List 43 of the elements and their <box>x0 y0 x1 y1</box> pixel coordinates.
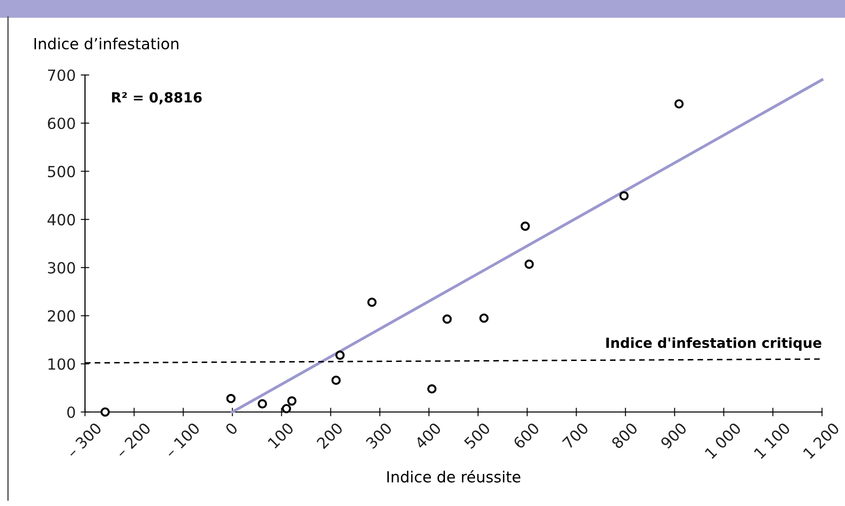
y-tick-label: 100 <box>48 358 75 370</box>
point <box>442 314 452 324</box>
point <box>524 260 534 269</box>
point <box>479 313 489 323</box>
x-tick-label: 900 <box>660 422 688 450</box>
annotation: R² = 0,8816 <box>112 92 202 104</box>
y-tick-label: 500 <box>48 166 75 178</box>
point <box>100 407 110 417</box>
x-axis-title: Indice de réussite <box>387 470 520 483</box>
x-tick-label: – 200 <box>114 422 152 458</box>
point <box>282 404 292 414</box>
x-tick-label: 500 <box>464 422 491 450</box>
point <box>335 350 345 360</box>
y-tick-label: 0 <box>67 406 75 418</box>
point <box>287 396 296 406</box>
y-tick-label: 700 <box>48 69 75 82</box>
x-tick-label: 1 200 <box>802 422 840 460</box>
point <box>520 222 530 231</box>
x-tick-label: 600 <box>512 422 540 450</box>
y-axis-title: Indice d’infestation <box>34 38 178 50</box>
y-tick-label: 300 <box>48 262 75 274</box>
point <box>331 376 341 385</box>
x-tick-label: 0 <box>224 422 238 436</box>
y-tick-label: 200 <box>48 310 75 322</box>
x-tick-label: – 300 <box>66 422 102 458</box>
point <box>226 394 236 404</box>
x-tick-label: 300 <box>365 422 393 450</box>
point <box>674 99 684 109</box>
x-tick-label: 200 <box>316 422 344 450</box>
y-tick-label: 400 <box>48 214 75 226</box>
series-label: Indice d'infestation critique <box>606 337 822 351</box>
x-tick-label: 1 100 <box>754 422 791 460</box>
x-tick-label: – 100 <box>164 422 200 458</box>
point <box>367 298 377 307</box>
point <box>427 384 437 394</box>
point <box>258 399 268 408</box>
x-tick-label: 100 <box>267 422 294 449</box>
y-tick-label: 600 <box>48 118 75 130</box>
x-tick-label: 400 <box>414 422 442 450</box>
point <box>619 191 629 200</box>
x-tick-label: 700 <box>562 422 590 450</box>
x-tick-label: 800 <box>610 422 638 450</box>
x-tick-label: 1 000 <box>704 422 742 460</box>
